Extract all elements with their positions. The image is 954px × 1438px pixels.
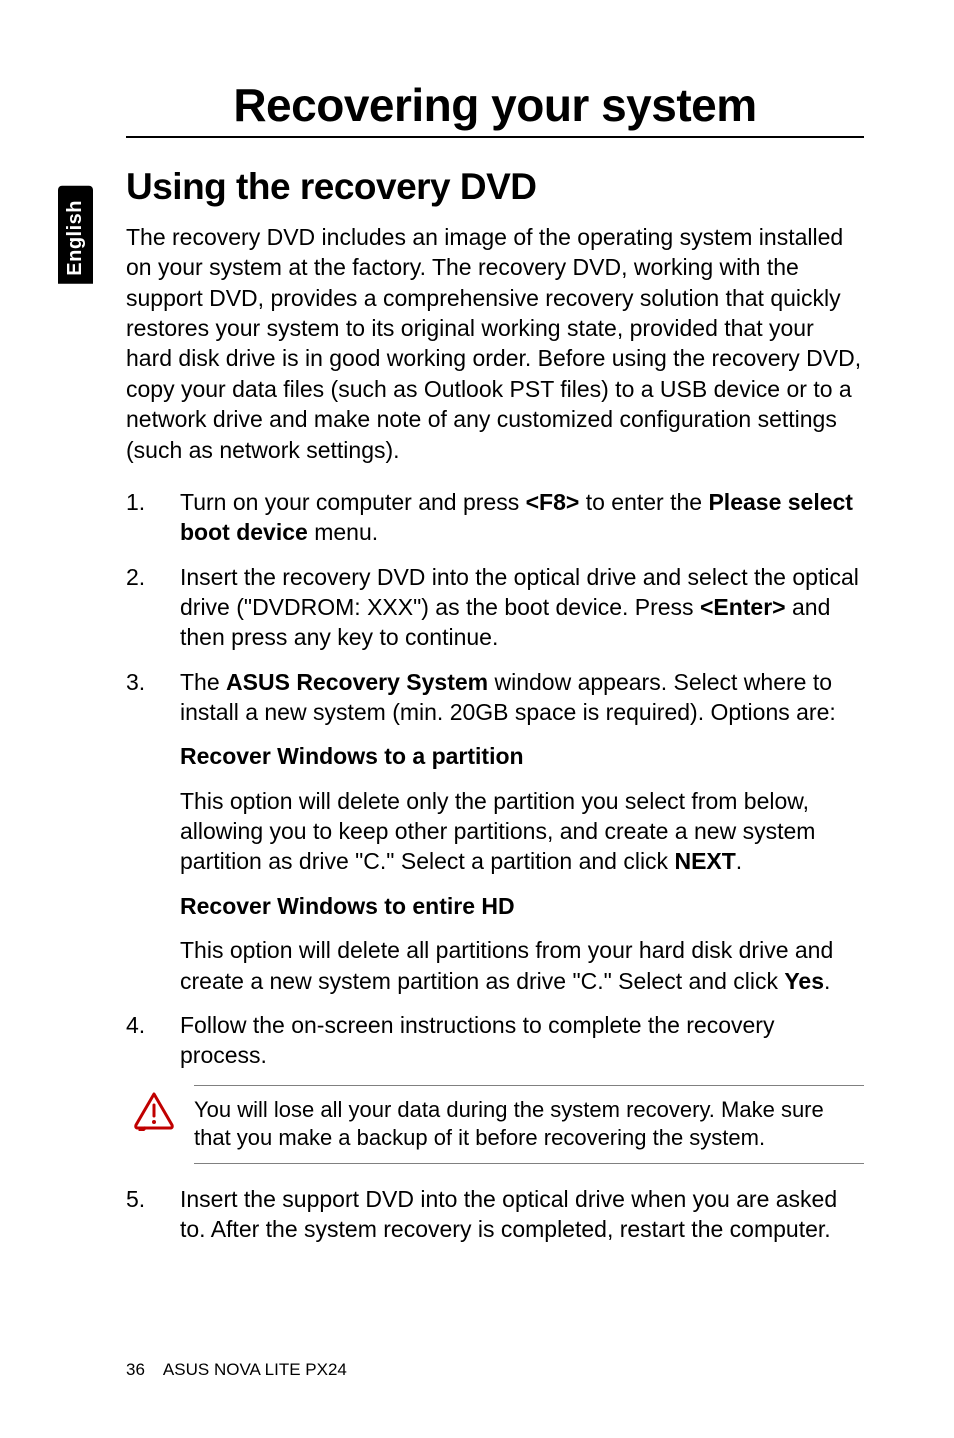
intro-paragraph: The recovery DVD includes an image of th… (126, 222, 864, 465)
doc-title: ASUS NOVA LITE PX24 (163, 1360, 347, 1379)
step-3-window-name: ASUS Recovery System (226, 669, 488, 695)
step-3: The ASUS Recovery System window appears.… (126, 667, 864, 728)
warning-text: You will lose all your data during the s… (194, 1085, 864, 1164)
page-number: 36 (126, 1360, 145, 1380)
step-1-text-a: Turn on your computer and press (180, 489, 526, 515)
step-4: Follow the on-screen instructions to com… (126, 1010, 864, 1071)
step-1-key-f8: <F8> (526, 489, 580, 515)
step-5: Insert the support DVD into the optical … (126, 1184, 864, 1245)
option-1-body: This option will delete only the partiti… (126, 786, 864, 877)
option-1-title: Recover Windows to a partition (126, 741, 864, 771)
option-2-body-a: This option will delete all partitions f… (180, 937, 833, 993)
option-2-body-b: . (824, 968, 830, 994)
step-3-text-a: The (180, 669, 226, 695)
page: English Recovering your system Using the… (0, 0, 954, 1438)
option-1-title-text: Recover Windows to a partition (180, 743, 524, 769)
warning-note: You will lose all your data during the s… (126, 1085, 864, 1164)
section-heading: Using the recovery DVD (126, 166, 864, 208)
steps-list-cont2: Insert the support DVD into the optical … (126, 1184, 864, 1245)
option-2-yes: Yes (784, 968, 824, 994)
option-2-body: This option will delete all partitions f… (126, 935, 864, 996)
steps-list: Turn on your computer and press <F8> to … (126, 487, 864, 728)
option-1-next: NEXT (674, 848, 735, 874)
step-2: Insert the recovery DVD into the optical… (126, 562, 864, 653)
steps-list-cont: Follow the on-screen instructions to com… (126, 1010, 864, 1071)
language-tab: English (58, 186, 93, 284)
step-2-key-enter: <Enter> (700, 594, 786, 620)
step-1-text-b: to enter the (579, 489, 708, 515)
step-1: Turn on your computer and press <F8> to … (126, 487, 864, 548)
warning-icon (132, 1091, 176, 1136)
option-2-title-text: Recover Windows to entire HD (180, 893, 515, 919)
option-1-body-b: . (736, 848, 742, 874)
title-rule (126, 136, 864, 138)
step-1-text-c: menu. (308, 519, 378, 545)
option-2-title: Recover Windows to entire HD (126, 891, 864, 921)
page-title: Recovering your system (126, 78, 864, 132)
page-footer: 36 ASUS NOVA LITE PX24 (126, 1360, 347, 1380)
